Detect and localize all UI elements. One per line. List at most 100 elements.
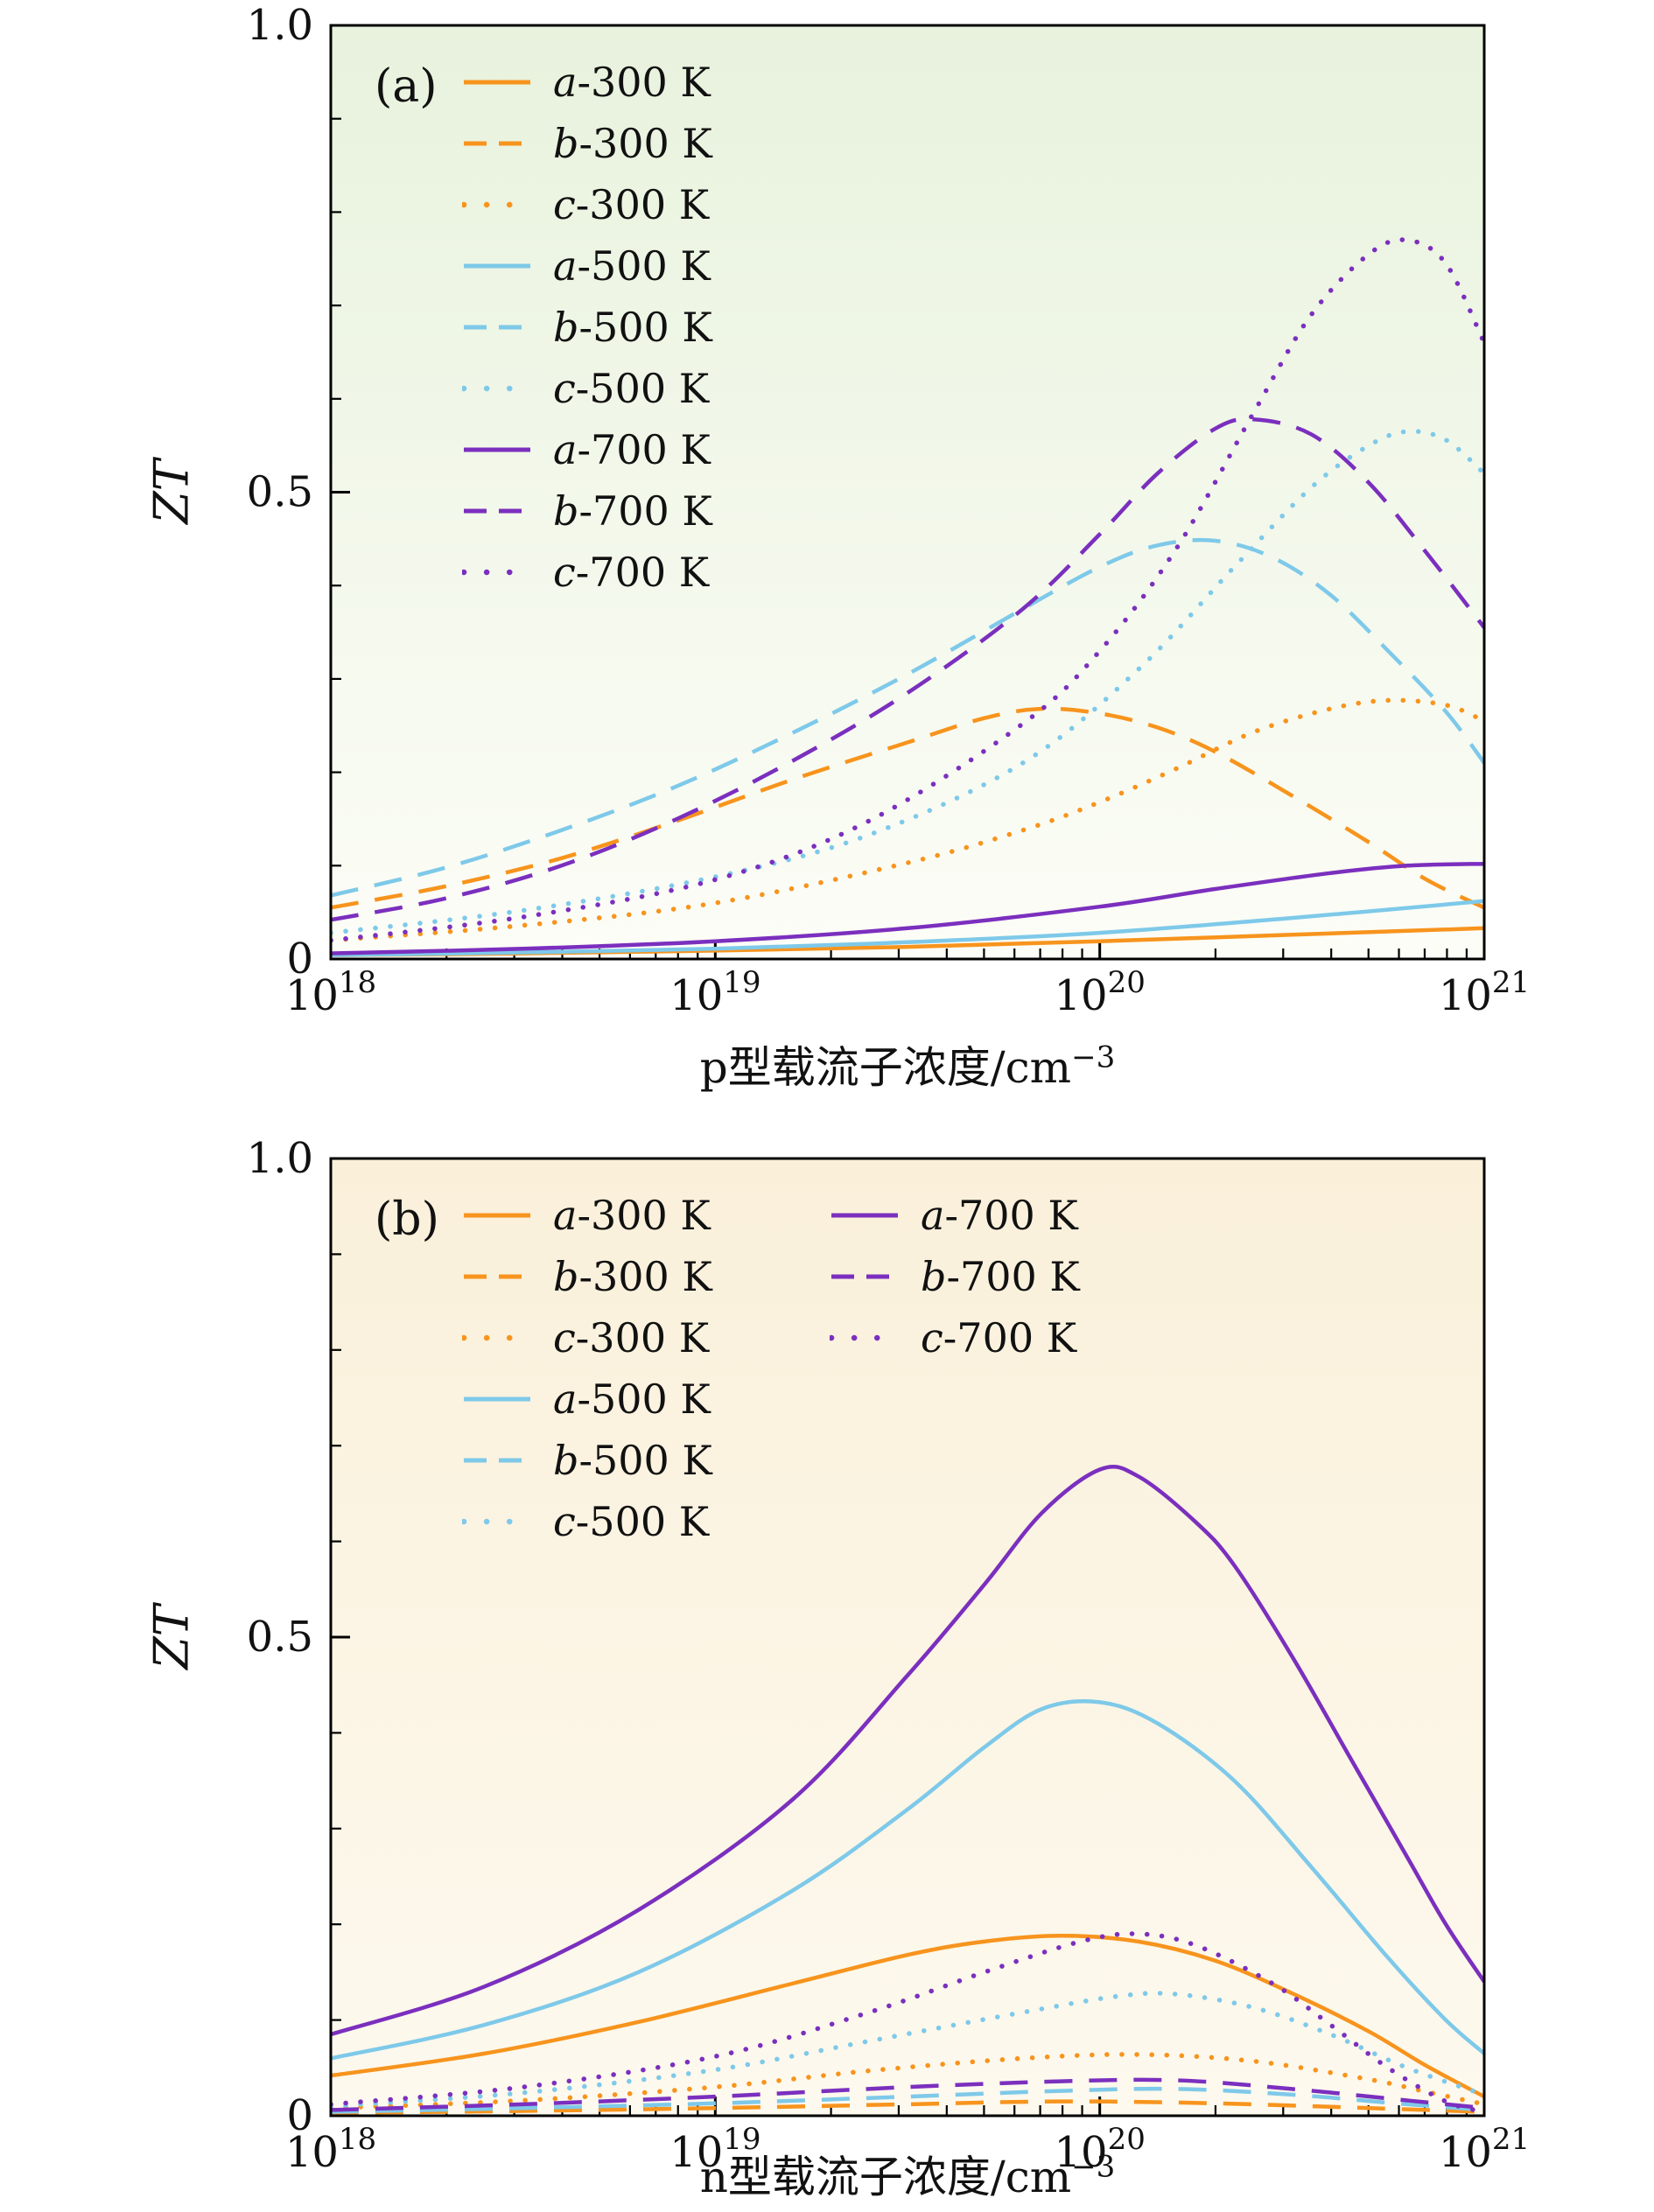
legend-label-suffix: -500 K — [575, 365, 710, 412]
legend-label-prefix: c — [553, 181, 576, 228]
legend-item: a-300 K — [462, 1185, 830, 1246]
legend-label: c-300 K — [553, 181, 709, 228]
series-a-500K — [331, 899, 1484, 957]
legend-label: a-300 K — [553, 1192, 711, 1239]
legend-label-prefix: c — [553, 365, 576, 412]
series-a-700K — [331, 1465, 1484, 2037]
legend-item: b-300 K — [462, 1246, 830, 1307]
legend-label-prefix: a — [553, 59, 578, 106]
series-c-700K — [331, 1931, 1484, 2115]
legend-item: c-300 K — [462, 1307, 830, 1368]
legend-label-prefix: b — [553, 1437, 579, 1484]
legend-label-suffix: -300 K — [575, 1314, 710, 1362]
legend-label-prefix: a — [553, 1376, 578, 1423]
legend-label-suffix: -700 K — [578, 487, 712, 535]
legend-label-suffix: -700 K — [575, 549, 710, 596]
x-axis-label-b: n型载流子浓度/cm−3 — [331, 2142, 1484, 2205]
series-group — [331, 1465, 1484, 2115]
x-axis-label-a-text: p型载流子浓度/cm — [699, 1042, 1072, 1093]
legend-label: c-300 K — [553, 1314, 709, 1362]
y-axis-label-a: ZT — [144, 459, 200, 524]
legend-label: b-300 K — [553, 120, 712, 167]
legend-label-prefix: a — [553, 1192, 578, 1239]
legend-item: a-700 K — [462, 419, 830, 480]
legend-label-prefix: b — [553, 1253, 579, 1300]
x-tick-label: 1019 — [669, 965, 760, 1020]
legend-sample — [464, 1274, 530, 1279]
legend-label-suffix: -500 K — [578, 304, 712, 351]
series-b-700K — [331, 416, 1484, 922]
y-tick-label: 0 — [286, 2091, 313, 2140]
legend-sample — [464, 80, 530, 85]
series-c-500K — [331, 429, 1484, 935]
series-b-700K — [331, 2077, 1484, 2112]
legend-label: b-500 K — [553, 1437, 712, 1484]
legend-sample — [464, 263, 530, 269]
legend-sample — [462, 1334, 532, 1341]
legend-sample — [462, 201, 532, 208]
legend-label-suffix: -500 K — [577, 1376, 711, 1423]
y-tick-label: 0 — [286, 934, 313, 984]
legend-label-prefix: c — [553, 549, 576, 596]
x-axis-label-b-sup: −3 — [1071, 2149, 1116, 2185]
legend-label-suffix: -300 K — [575, 181, 710, 228]
legend-sample — [464, 1213, 530, 1218]
legend-label: a-700 K — [553, 426, 711, 473]
legend-label: c-500 K — [553, 365, 709, 412]
legend-label-suffix: -700 K — [946, 1253, 1080, 1300]
series-c-700K — [331, 237, 1484, 943]
legend-sample — [464, 1458, 530, 1463]
series-group — [331, 237, 1484, 957]
legend-label-prefix: c — [553, 1314, 576, 1362]
legend-sample — [464, 1396, 530, 1402]
legend-item: a-300 K — [462, 52, 830, 113]
legend-label: c-700 K — [553, 549, 709, 596]
legend-label: b-700 K — [921, 1253, 1080, 1300]
legend-sample — [464, 508, 530, 514]
legend-item: c-500 K — [462, 1491, 830, 1552]
panel-label-b: (b) — [375, 1194, 439, 1246]
series-b-300K — [331, 2099, 1484, 2115]
series-a-300K — [331, 1934, 1484, 2099]
legend-item: a-500 K — [462, 235, 830, 297]
legend-label-prefix: b — [553, 120, 579, 167]
legend-item: b-500 K — [462, 297, 830, 358]
legend-label-suffix: -700 K — [943, 1314, 1077, 1362]
y-tick-label: 0.5 — [247, 468, 313, 517]
series-b-500K — [331, 537, 1484, 898]
legend-label: b-300 K — [553, 1253, 712, 1300]
legend-label-suffix: -300 K — [577, 59, 711, 106]
legend-item: a-500 K — [462, 1368, 830, 1430]
legend-label-suffix: -300 K — [577, 1192, 711, 1239]
legend-label-prefix: b — [553, 487, 579, 535]
legend-sample — [462, 385, 532, 392]
legend-sample — [464, 447, 530, 452]
legend-label: b-500 K — [553, 304, 712, 351]
x-tick-label: 1021 — [1439, 965, 1530, 1020]
legend-sample — [464, 325, 530, 330]
legend-label: a-700 K — [921, 1192, 1078, 1239]
panel-label-a: (a) — [375, 60, 438, 113]
legend-label: c-700 K — [921, 1314, 1076, 1362]
legend-item: b-700 K — [462, 480, 830, 542]
series-a-500K — [331, 1699, 1484, 2061]
legend-item: c-300 K — [462, 174, 830, 235]
plot-background — [331, 25, 1484, 959]
legend-label-prefix: b — [921, 1253, 947, 1300]
legend-label: a-300 K — [553, 59, 711, 106]
legend-label-suffix: -500 K — [575, 1498, 710, 1545]
legend-item: b-500 K — [462, 1430, 830, 1491]
legend-label-suffix: -500 K — [577, 242, 711, 290]
legend-label-suffix: -700 K — [944, 1192, 1078, 1239]
y-tick-label: 0.5 — [247, 1613, 313, 1662]
legend-label-suffix: -700 K — [577, 426, 711, 473]
series-c-300K — [331, 697, 1484, 943]
x-axis-label-b-text: n型载流子浓度/cm — [699, 2152, 1072, 2202]
legend-label: c-500 K — [553, 1498, 709, 1545]
x-axis-label-a: p型载流子浓度/cm−3 — [331, 1032, 1484, 1096]
x-tick-label: 1020 — [1054, 965, 1145, 1020]
